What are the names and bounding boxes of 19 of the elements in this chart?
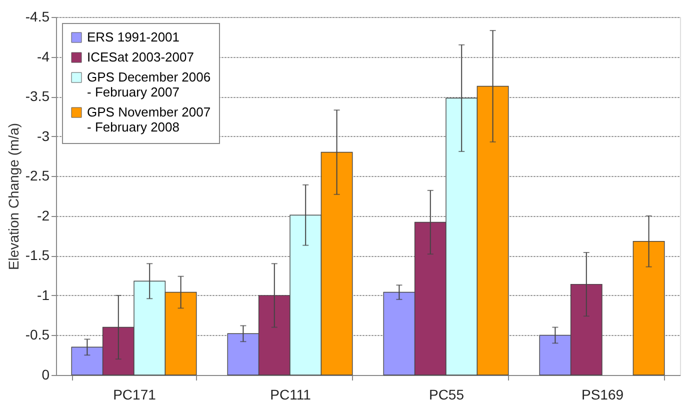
y-axis-title: Elevation Change (m/a) [5, 122, 22, 270]
y-tick-label: -1.5 [25, 247, 50, 264]
legend-label: GPS November 2007 - February 2008 [87, 104, 211, 134]
legend-label: ICESat 2003-2007 [87, 50, 194, 64]
y-tick-label: -0.5 [25, 326, 50, 343]
y-tick-label: 0 [42, 366, 50, 382]
y-tick-label: -1 [37, 286, 50, 303]
legend-label: GPS December 2006 - February 2007 [87, 70, 211, 100]
y-tick-label: -4.5 [25, 8, 50, 24]
legend-label: ERS 1991-2001 [87, 30, 180, 44]
y-tick-label: -3.5 [25, 88, 50, 104]
y-tick-label: -4 [37, 48, 50, 64]
x-tick-label: PS169 [581, 386, 624, 402]
x-tick-label: PC111 [270, 386, 312, 402]
y-tick-label: -3 [37, 128, 50, 144]
y-tick-label: -2.5 [25, 168, 50, 184]
x-tick-label: PC171 [113, 386, 156, 402]
y-tick-label: -2 [37, 207, 50, 224]
x-tick-label: PC55 [428, 386, 464, 402]
